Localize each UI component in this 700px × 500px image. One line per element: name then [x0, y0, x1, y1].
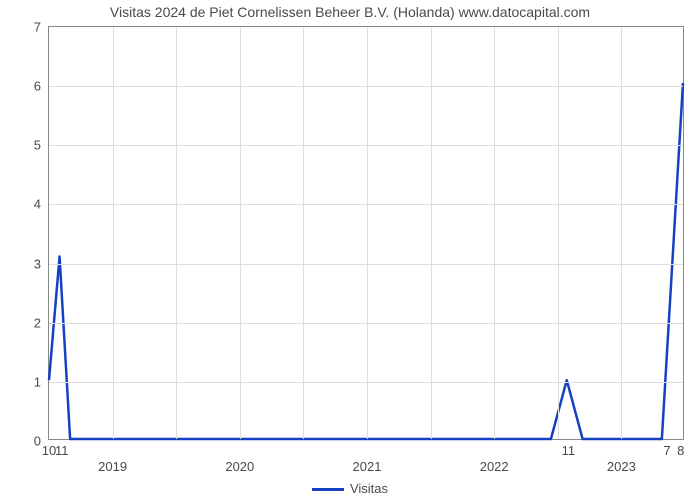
x-extra-label: 7 — [663, 439, 670, 458]
grid-line-vertical — [494, 27, 495, 439]
y-tick-label: 5 — [34, 138, 49, 153]
grid-line-vertical — [431, 27, 432, 439]
grid-line-vertical — [176, 27, 177, 439]
series-line — [49, 83, 683, 439]
grid-line-horizontal — [49, 264, 683, 265]
y-tick-label: 3 — [34, 256, 49, 271]
y-tick-label: 2 — [34, 315, 49, 330]
x-tick-label: 2020 — [225, 439, 254, 474]
grid-line-vertical — [303, 27, 304, 439]
grid-line-vertical — [367, 27, 368, 439]
x-extra-label: 11 — [55, 439, 69, 458]
x-extra-label: 11 — [562, 439, 576, 458]
legend-label: Visitas — [350, 481, 388, 496]
data-line — [49, 27, 683, 439]
y-tick-label: 6 — [34, 79, 49, 94]
x-extra-label: 8 — [677, 439, 684, 458]
grid-line-horizontal — [49, 382, 683, 383]
grid-line-vertical — [621, 27, 622, 439]
legend-swatch — [312, 488, 344, 491]
x-tick-label: 2019 — [98, 439, 127, 474]
y-tick-label: 1 — [34, 374, 49, 389]
grid-line-horizontal — [49, 323, 683, 324]
grid-line-vertical — [240, 27, 241, 439]
x-tick-label: 2021 — [353, 439, 382, 474]
x-tick-label: 2022 — [480, 439, 509, 474]
grid-line-vertical — [558, 27, 559, 439]
y-tick-label: 7 — [34, 20, 49, 35]
grid-line-horizontal — [49, 145, 683, 146]
legend: Visitas — [0, 481, 700, 496]
grid-line-vertical — [113, 27, 114, 439]
grid-line-horizontal — [49, 204, 683, 205]
grid-line-horizontal — [49, 86, 683, 87]
line-chart: Visitas 2024 de Piet Cornelissen Beheer … — [0, 0, 700, 500]
y-tick-label: 4 — [34, 197, 49, 212]
chart-title: Visitas 2024 de Piet Cornelissen Beheer … — [0, 4, 700, 20]
x-tick-label: 2023 — [607, 439, 636, 474]
plot-area: 012345672019202020212022202310111178 — [48, 26, 684, 440]
